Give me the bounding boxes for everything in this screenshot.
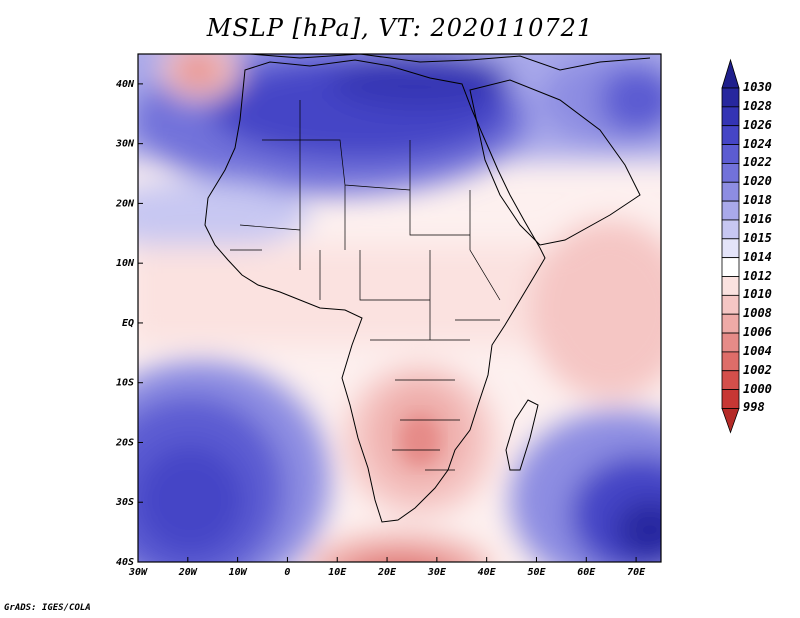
colorbar-swatch bbox=[721, 313, 740, 334]
colorbar-label: 1008 bbox=[743, 306, 772, 321]
colorbar-swatch bbox=[721, 87, 740, 108]
lon-tick-label: 10E bbox=[328, 567, 347, 578]
lon-tick-label: 20W bbox=[178, 567, 198, 578]
coastlines bbox=[204, 54, 651, 523]
europe-outline bbox=[249, 54, 651, 71]
colorbar-swatch bbox=[721, 257, 740, 277]
colorbar-label: 1018 bbox=[743, 193, 772, 208]
lat-tick-label: 20S bbox=[115, 437, 134, 448]
map-title: MSLP [hPa], VT: 2020110721 bbox=[206, 14, 594, 42]
lat-tick-label: 40N bbox=[116, 79, 135, 90]
colorbar-label: 1026 bbox=[743, 117, 772, 132]
colorbar-swatch bbox=[721, 144, 740, 164]
colorbar-swatch bbox=[721, 351, 740, 372]
colorbar-swatch bbox=[721, 125, 740, 145]
colorbar-label: 1006 bbox=[743, 325, 772, 340]
colorbar-swatch bbox=[721, 106, 740, 127]
map-frame bbox=[137, 53, 662, 563]
lat-tick-label: EQ bbox=[122, 318, 134, 329]
colorbar-top-arrow bbox=[721, 58, 740, 89]
colorbar-label: 1014 bbox=[743, 249, 772, 264]
lat-tick-label: 30S bbox=[115, 497, 134, 508]
colorbar-label: 1022 bbox=[743, 155, 772, 170]
colorbar-swatch bbox=[721, 332, 740, 353]
lat-tick-label: 20N bbox=[115, 198, 135, 209]
africa-coastline bbox=[204, 59, 546, 523]
colorbar-label: 1030 bbox=[743, 80, 772, 94]
colorbar-swatch bbox=[721, 219, 740, 240]
colorbar-bottom-arrow bbox=[721, 408, 740, 434]
software-credit: GrADS: IGES/COLA bbox=[4, 603, 91, 613]
colorbar-swatch bbox=[721, 238, 740, 259]
lon-tick-label: 10W bbox=[229, 567, 248, 578]
madagascar-outline bbox=[505, 399, 539, 471]
lat-tick-label: 40S bbox=[116, 557, 134, 568]
colorbar-label: 998 bbox=[743, 400, 765, 415]
colorbar-swatch bbox=[721, 294, 740, 315]
lon-tick-label: 40E bbox=[478, 567, 497, 578]
colorbar-swatch bbox=[721, 181, 740, 202]
colorbar-label: 1015 bbox=[743, 230, 772, 245]
lon-tick-label: 0 bbox=[284, 567, 290, 578]
lon-tick-label: 20E bbox=[377, 567, 397, 578]
colorbar-label: 1024 bbox=[743, 136, 772, 151]
lat-tick-label: 10N bbox=[116, 258, 135, 269]
country-borders bbox=[230, 100, 501, 471]
colorbar-label: 1012 bbox=[743, 268, 772, 283]
lon-tick-label: 70E bbox=[627, 567, 646, 578]
colorbar-label: 1000 bbox=[743, 381, 772, 396]
colorbar-label: 1004 bbox=[743, 343, 772, 358]
lon-tick-label: 50E bbox=[527, 567, 546, 578]
colorbar-label: 1020 bbox=[743, 174, 772, 189]
colorbar bbox=[721, 58, 740, 434]
lat-tick-label: 30N bbox=[115, 139, 135, 150]
lon-tick-label: 30W bbox=[128, 567, 148, 578]
axis-ticks: 30W 20W 10W 0 10E 20E 30E 40E 50E 60E 70E 40N 30N 20N… bbox=[115, 79, 646, 578]
colorbar-swatch bbox=[721, 200, 740, 221]
colorbar-swatch bbox=[721, 276, 740, 296]
lon-tick-label: 60E bbox=[577, 567, 596, 578]
lat-tick-label: 10S bbox=[116, 378, 134, 389]
colorbar-swatch bbox=[721, 370, 740, 391]
pressure-field bbox=[138, 54, 661, 562]
colorbar-swatch bbox=[721, 162, 740, 183]
arabia-outline bbox=[469, 79, 641, 246]
lon-tick-label: 30E bbox=[427, 567, 447, 578]
colorbar-label: 1028 bbox=[743, 98, 772, 113]
colorbar-label: 1002 bbox=[743, 362, 772, 377]
colorbar-label: 1016 bbox=[743, 211, 772, 226]
colorbar-label: 1010 bbox=[743, 287, 772, 302]
colorbar-swatch bbox=[721, 389, 740, 409]
